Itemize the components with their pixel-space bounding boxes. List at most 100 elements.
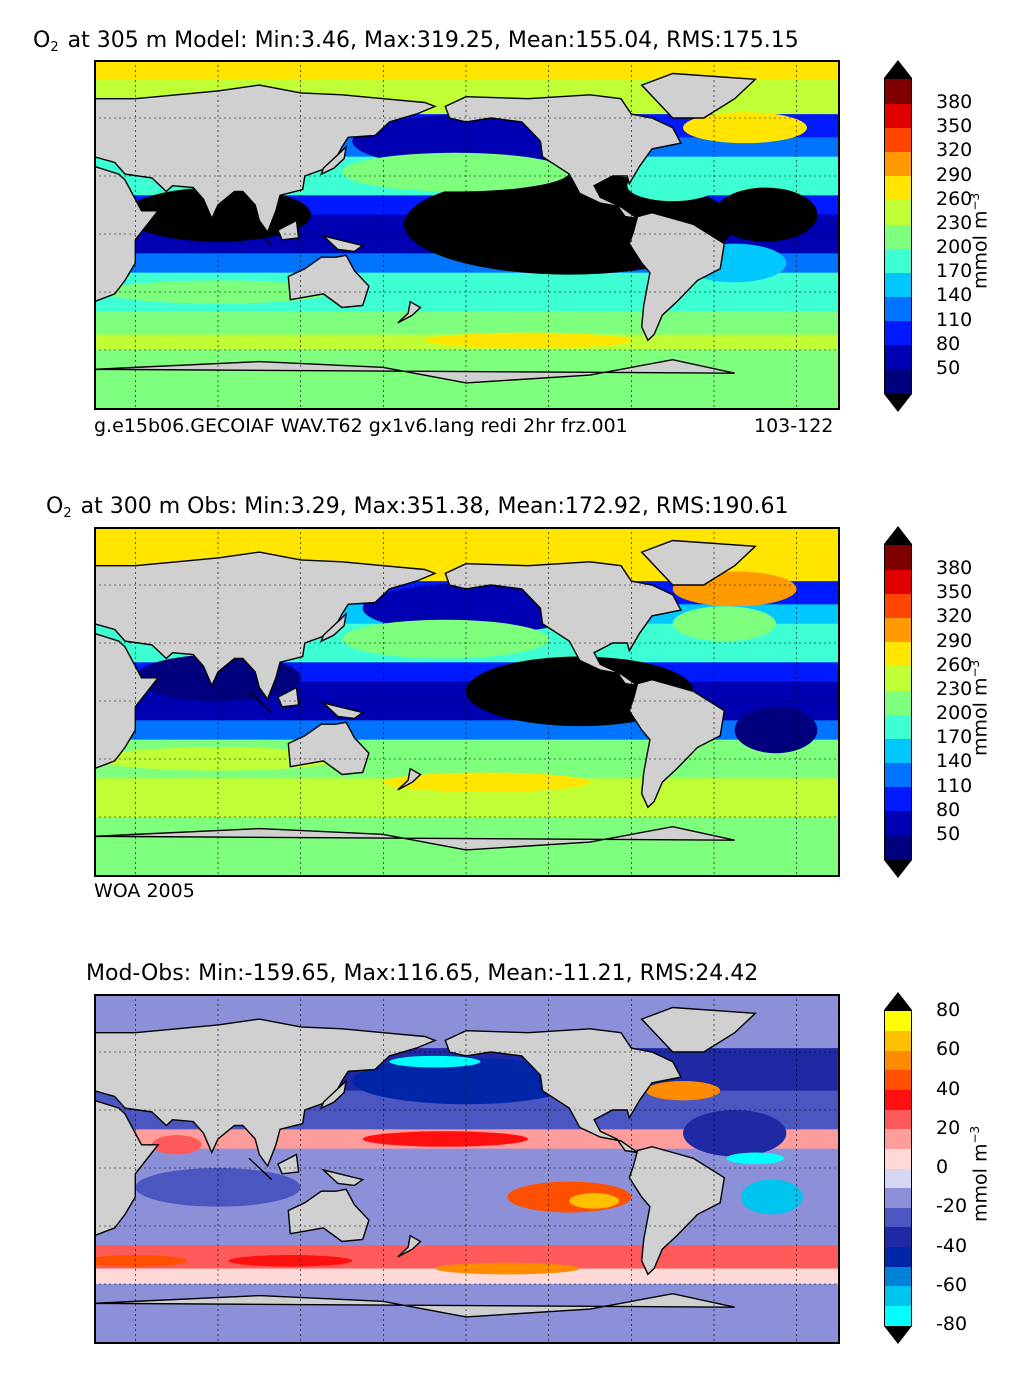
title-text: Mod-Obs: Min:-159.65, Max:116.65, Mean:-… [86, 961, 759, 986]
land-mass [287, 1188, 370, 1243]
colorbar-tick-label: 200 [936, 702, 973, 725]
field-feature [726, 1152, 785, 1165]
land-mass [444, 94, 682, 220]
title-subscript: 2 [50, 40, 59, 55]
land-mass [94, 358, 735, 408]
colorbar-segment [885, 296, 911, 322]
colorbar-segment [885, 223, 911, 249]
colorbar-segment [885, 1246, 911, 1267]
field-feature [151, 1135, 202, 1155]
colorbar-segment [885, 1305, 911, 1326]
land-mass [248, 223, 273, 247]
colorbar-tick-label: 350 [936, 581, 973, 604]
field-feature [734, 706, 818, 754]
colorbar-tick-label: -80 [936, 1313, 968, 1335]
colorbar-under-triangle [884, 860, 912, 878]
land-mass [287, 721, 370, 776]
colorbar-tick-label: 380 [936, 557, 973, 580]
land-mass [94, 1018, 437, 1168]
title-rest: at 305 m Model: Min:3.46, Max:319.25, Me… [60, 28, 799, 53]
colorbar-segment [885, 1069, 911, 1091]
colorbar-tick-label: 260 [936, 187, 973, 210]
colorbar-segment [885, 320, 911, 346]
land-mass [444, 1028, 682, 1154]
obs-panel-title: O2 at 300 m Obs: Min:3.29, Max:351.38, M… [46, 494, 788, 521]
model-colorbar [884, 60, 912, 412]
colorbar-over-triangle [884, 60, 912, 78]
colorbar-tick-label: 380 [936, 91, 973, 114]
colorbar-segment [885, 593, 911, 619]
field-feature [569, 1193, 619, 1209]
colorbar-tick-label: 110 [936, 308, 973, 331]
land-mass [276, 1153, 300, 1175]
field-feature [645, 1081, 721, 1101]
model-years-caption: 103-122 [754, 415, 834, 437]
field-feature [135, 1168, 301, 1207]
colorbar-body [884, 544, 912, 860]
colorbar-tick-label: 230 [936, 211, 973, 234]
field-feature [94, 1255, 187, 1267]
land-mass [320, 701, 365, 720]
colorbar-segment [885, 569, 911, 594]
field-feature [683, 1110, 787, 1157]
colorbar-over-triangle [884, 992, 912, 1010]
colorbar-segment [885, 368, 911, 394]
diff-map [94, 994, 838, 1342]
colorbar-body [884, 78, 912, 394]
land-mass [320, 1168, 365, 1187]
colorbar-segment [885, 545, 911, 570]
land-mass [94, 1292, 735, 1342]
land-mass [628, 678, 726, 809]
title-lead: O [33, 28, 51, 53]
land-mass [628, 211, 726, 342]
land-mass [640, 539, 757, 586]
title-lead: O [46, 494, 64, 519]
colorbar-tick-label: 320 [936, 605, 973, 628]
land-mass [94, 551, 437, 701]
colorbar-segment [885, 762, 911, 788]
colorbar-tick-label: 230 [936, 677, 973, 700]
colorbar-body [884, 1010, 912, 1326]
colorbar-segment [885, 103, 911, 128]
colorbar-segment [885, 248, 911, 273]
field-feature [342, 152, 570, 192]
colorbar-segment [885, 127, 911, 153]
land-mass [248, 1157, 273, 1181]
colorbar-tick-label: 60 [936, 1038, 961, 1061]
colorbar-segment [885, 272, 911, 297]
land-mass [397, 1234, 422, 1258]
land-mass [276, 219, 300, 241]
colorbar-tick-label: 40 [936, 1077, 961, 1100]
colorbar-segment [885, 1011, 911, 1032]
title-subscript: 2 [63, 506, 72, 521]
colorbar-segment [885, 79, 911, 104]
colorbar-segment [885, 786, 911, 812]
colorbar-tick-label: 80 [936, 332, 961, 355]
colorbar-tick-label: 170 [936, 726, 973, 749]
land-mass [640, 72, 757, 119]
land-mass [397, 767, 422, 791]
colorbar-segment [885, 738, 911, 763]
colorbar-under-triangle [884, 1326, 912, 1344]
colorbar-segment [885, 665, 911, 691]
land-mass [94, 1099, 160, 1237]
colorbar-tick-label: 290 [936, 629, 973, 652]
colorbar-segment [885, 810, 911, 836]
model-panel-title: O2 at 305 m Model: Min:3.46, Max:319.25,… [33, 28, 799, 55]
field-feature [389, 1055, 481, 1068]
diff-colorbar-units: mmol m−3 [968, 1125, 992, 1222]
field-feature [714, 187, 818, 242]
colorbar-segment [885, 834, 911, 860]
colorbar-segment [885, 1089, 911, 1110]
colorbar-segment [885, 1128, 911, 1149]
colorbar-segment [885, 641, 911, 667]
model-run-caption: g.e15b06.GECOIAF WAV.T62 gx1v6.lang redi… [94, 415, 628, 437]
colorbar-segment [885, 175, 911, 201]
colorbar-tick-label: 200 [936, 236, 973, 259]
colorbar-over-triangle [884, 526, 912, 544]
diff-panel-title: Mod-Obs: Min:-159.65, Max:116.65, Mean:-… [86, 961, 758, 986]
land-mass [94, 84, 437, 234]
colorbar-segment [885, 617, 911, 643]
colorbar-segment [885, 199, 911, 225]
field-band [94, 527, 838, 547]
